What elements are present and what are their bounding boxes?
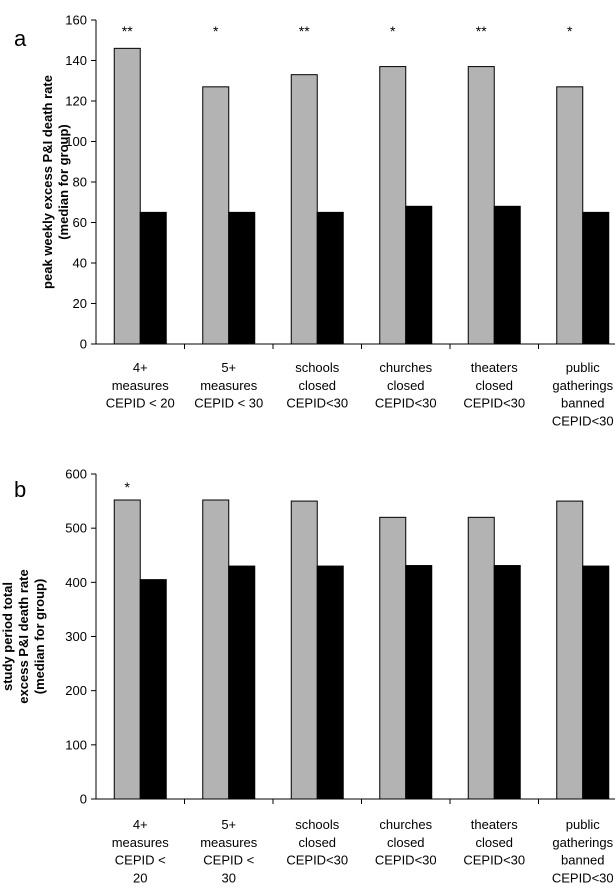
- panel-label: b: [14, 477, 26, 502]
- bar-gray: [290, 500, 318, 800]
- category-label: schools: [295, 817, 340, 832]
- category-label: CEPID<30: [286, 396, 348, 411]
- chart-panel-a: a020406080100120140160**4+measuresCEPID …: [14, 13, 615, 428]
- significance-marker: **: [299, 23, 310, 39]
- category-label: 5+: [221, 817, 236, 832]
- bar-black: [493, 565, 521, 800]
- category-label: CEPID<30: [463, 853, 525, 868]
- category-label: CEPID<30: [375, 853, 437, 868]
- y-tick-label: 200: [65, 683, 87, 698]
- bar-gray: [202, 86, 230, 345]
- category-label: CEPID<30: [375, 396, 437, 411]
- significance-marker: *: [567, 23, 573, 39]
- category-label: CEPID<30: [463, 396, 525, 411]
- bar-black: [493, 205, 521, 345]
- panel-label: a: [14, 26, 27, 51]
- bar-black: [228, 565, 256, 800]
- y-tick-label: 140: [65, 53, 87, 68]
- category-label: CEPID < 20: [106, 396, 175, 411]
- category-label: banned: [561, 396, 604, 411]
- category-label: CEPID <: [115, 853, 166, 868]
- bar-gray: [113, 499, 141, 800]
- category-label: measures: [200, 835, 258, 850]
- bar-black: [316, 565, 344, 800]
- category-label: measures: [200, 378, 258, 393]
- category-label: CEPID <: [203, 853, 254, 868]
- bar-gray: [113, 47, 141, 345]
- bar-gray: [379, 66, 407, 345]
- bar-gray: [379, 516, 407, 800]
- category-label: gatherings: [552, 835, 613, 850]
- y-tick-label: 0: [80, 792, 87, 807]
- category-label: measures: [112, 835, 170, 850]
- y-tick-label: 300: [65, 629, 87, 644]
- y-tick-label: 160: [65, 13, 87, 28]
- category-label: banned: [561, 853, 604, 868]
- y-axis-label: study period total: [0, 582, 15, 691]
- bar-gray: [290, 74, 318, 345]
- category-label: theaters: [471, 817, 518, 832]
- y-tick-label: 40: [73, 256, 87, 271]
- category-label: CEPID<30: [286, 853, 348, 868]
- bar-black: [139, 211, 167, 345]
- bar-gray: [202, 499, 230, 800]
- category-label: measures: [112, 378, 170, 393]
- category-label: schools: [295, 360, 340, 375]
- y-tick-label: 100: [65, 737, 87, 752]
- significance-marker: *: [213, 23, 219, 39]
- category-label: public: [566, 817, 600, 832]
- y-axis-label: excess P&I death rate: [16, 569, 31, 703]
- bar-black: [139, 579, 167, 800]
- category-label: churches: [379, 360, 432, 375]
- bar-gray: [556, 86, 584, 345]
- y-tick-label: 60: [73, 215, 87, 230]
- category-label: closed: [298, 835, 336, 850]
- y-tick-label: 600: [65, 467, 87, 482]
- category-label: closed: [387, 378, 425, 393]
- category-label: 30: [222, 870, 236, 885]
- category-label: closed: [387, 835, 425, 850]
- category-label: CEPID<30: [552, 870, 614, 885]
- significance-marker: *: [125, 479, 131, 495]
- bar-gray: [467, 66, 495, 345]
- y-tick-label: 400: [65, 575, 87, 590]
- category-label: public: [566, 360, 600, 375]
- bar-black: [582, 211, 610, 345]
- category-label: gatherings: [552, 378, 613, 393]
- y-tick-label: 20: [73, 296, 87, 311]
- y-tick-label: 100: [65, 134, 87, 149]
- category-label: 20: [133, 870, 147, 885]
- bar-gray: [467, 516, 495, 800]
- category-label: 4+: [133, 360, 148, 375]
- category-label: CEPID < 30: [194, 396, 263, 411]
- significance-marker: **: [476, 23, 487, 39]
- y-axis-label: (median for group): [32, 579, 47, 695]
- category-label: 5+: [221, 360, 236, 375]
- bar-black: [582, 565, 610, 800]
- category-label: closed: [475, 835, 513, 850]
- category-label: closed: [475, 378, 513, 393]
- significance-marker: **: [122, 23, 133, 39]
- y-axis-label: (median for group): [56, 124, 71, 240]
- y-tick-label: 0: [80, 337, 87, 352]
- bar-black: [228, 211, 256, 345]
- chart-panel-b: b 0 100 200 300 400 500 600 * 4+ measures CEPID < 20…: [0, 467, 615, 885]
- significance-marker: *: [390, 23, 396, 39]
- y-tick-label: 120: [65, 94, 87, 109]
- category-label: closed: [298, 378, 336, 393]
- category-label: CEPID<30: [552, 413, 614, 428]
- y-tick-label: 80: [73, 175, 87, 190]
- bar-black: [405, 205, 433, 345]
- category-label: churches: [379, 817, 432, 832]
- bar-gray: [556, 500, 584, 800]
- y-tick-label: 500: [65, 521, 87, 536]
- category-label: 4+: [133, 817, 148, 832]
- bar-black: [405, 565, 433, 800]
- category-label: theaters: [471, 360, 518, 375]
- bar-black: [316, 211, 344, 345]
- y-axis-label: peak weekly excess P&I death rate: [40, 75, 55, 289]
